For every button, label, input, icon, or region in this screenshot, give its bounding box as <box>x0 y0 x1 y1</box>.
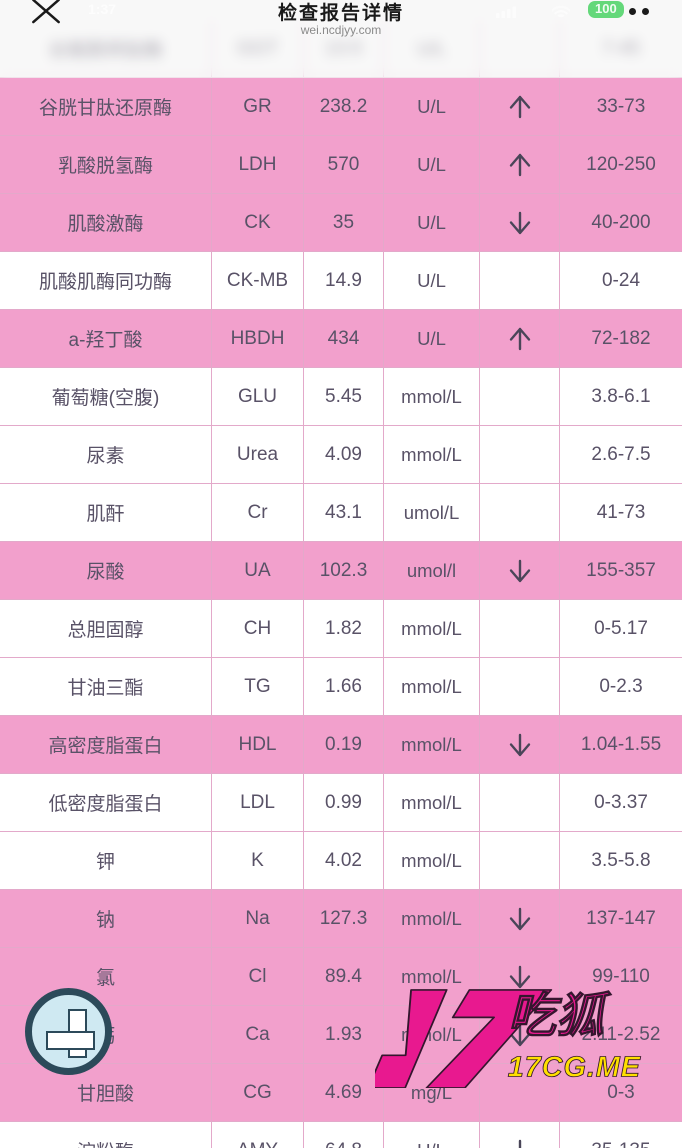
svg-text:吃狐: 吃狐 <box>508 989 612 1043</box>
svg-text:17CG.ME: 17CG.ME <box>508 1051 641 1083</box>
